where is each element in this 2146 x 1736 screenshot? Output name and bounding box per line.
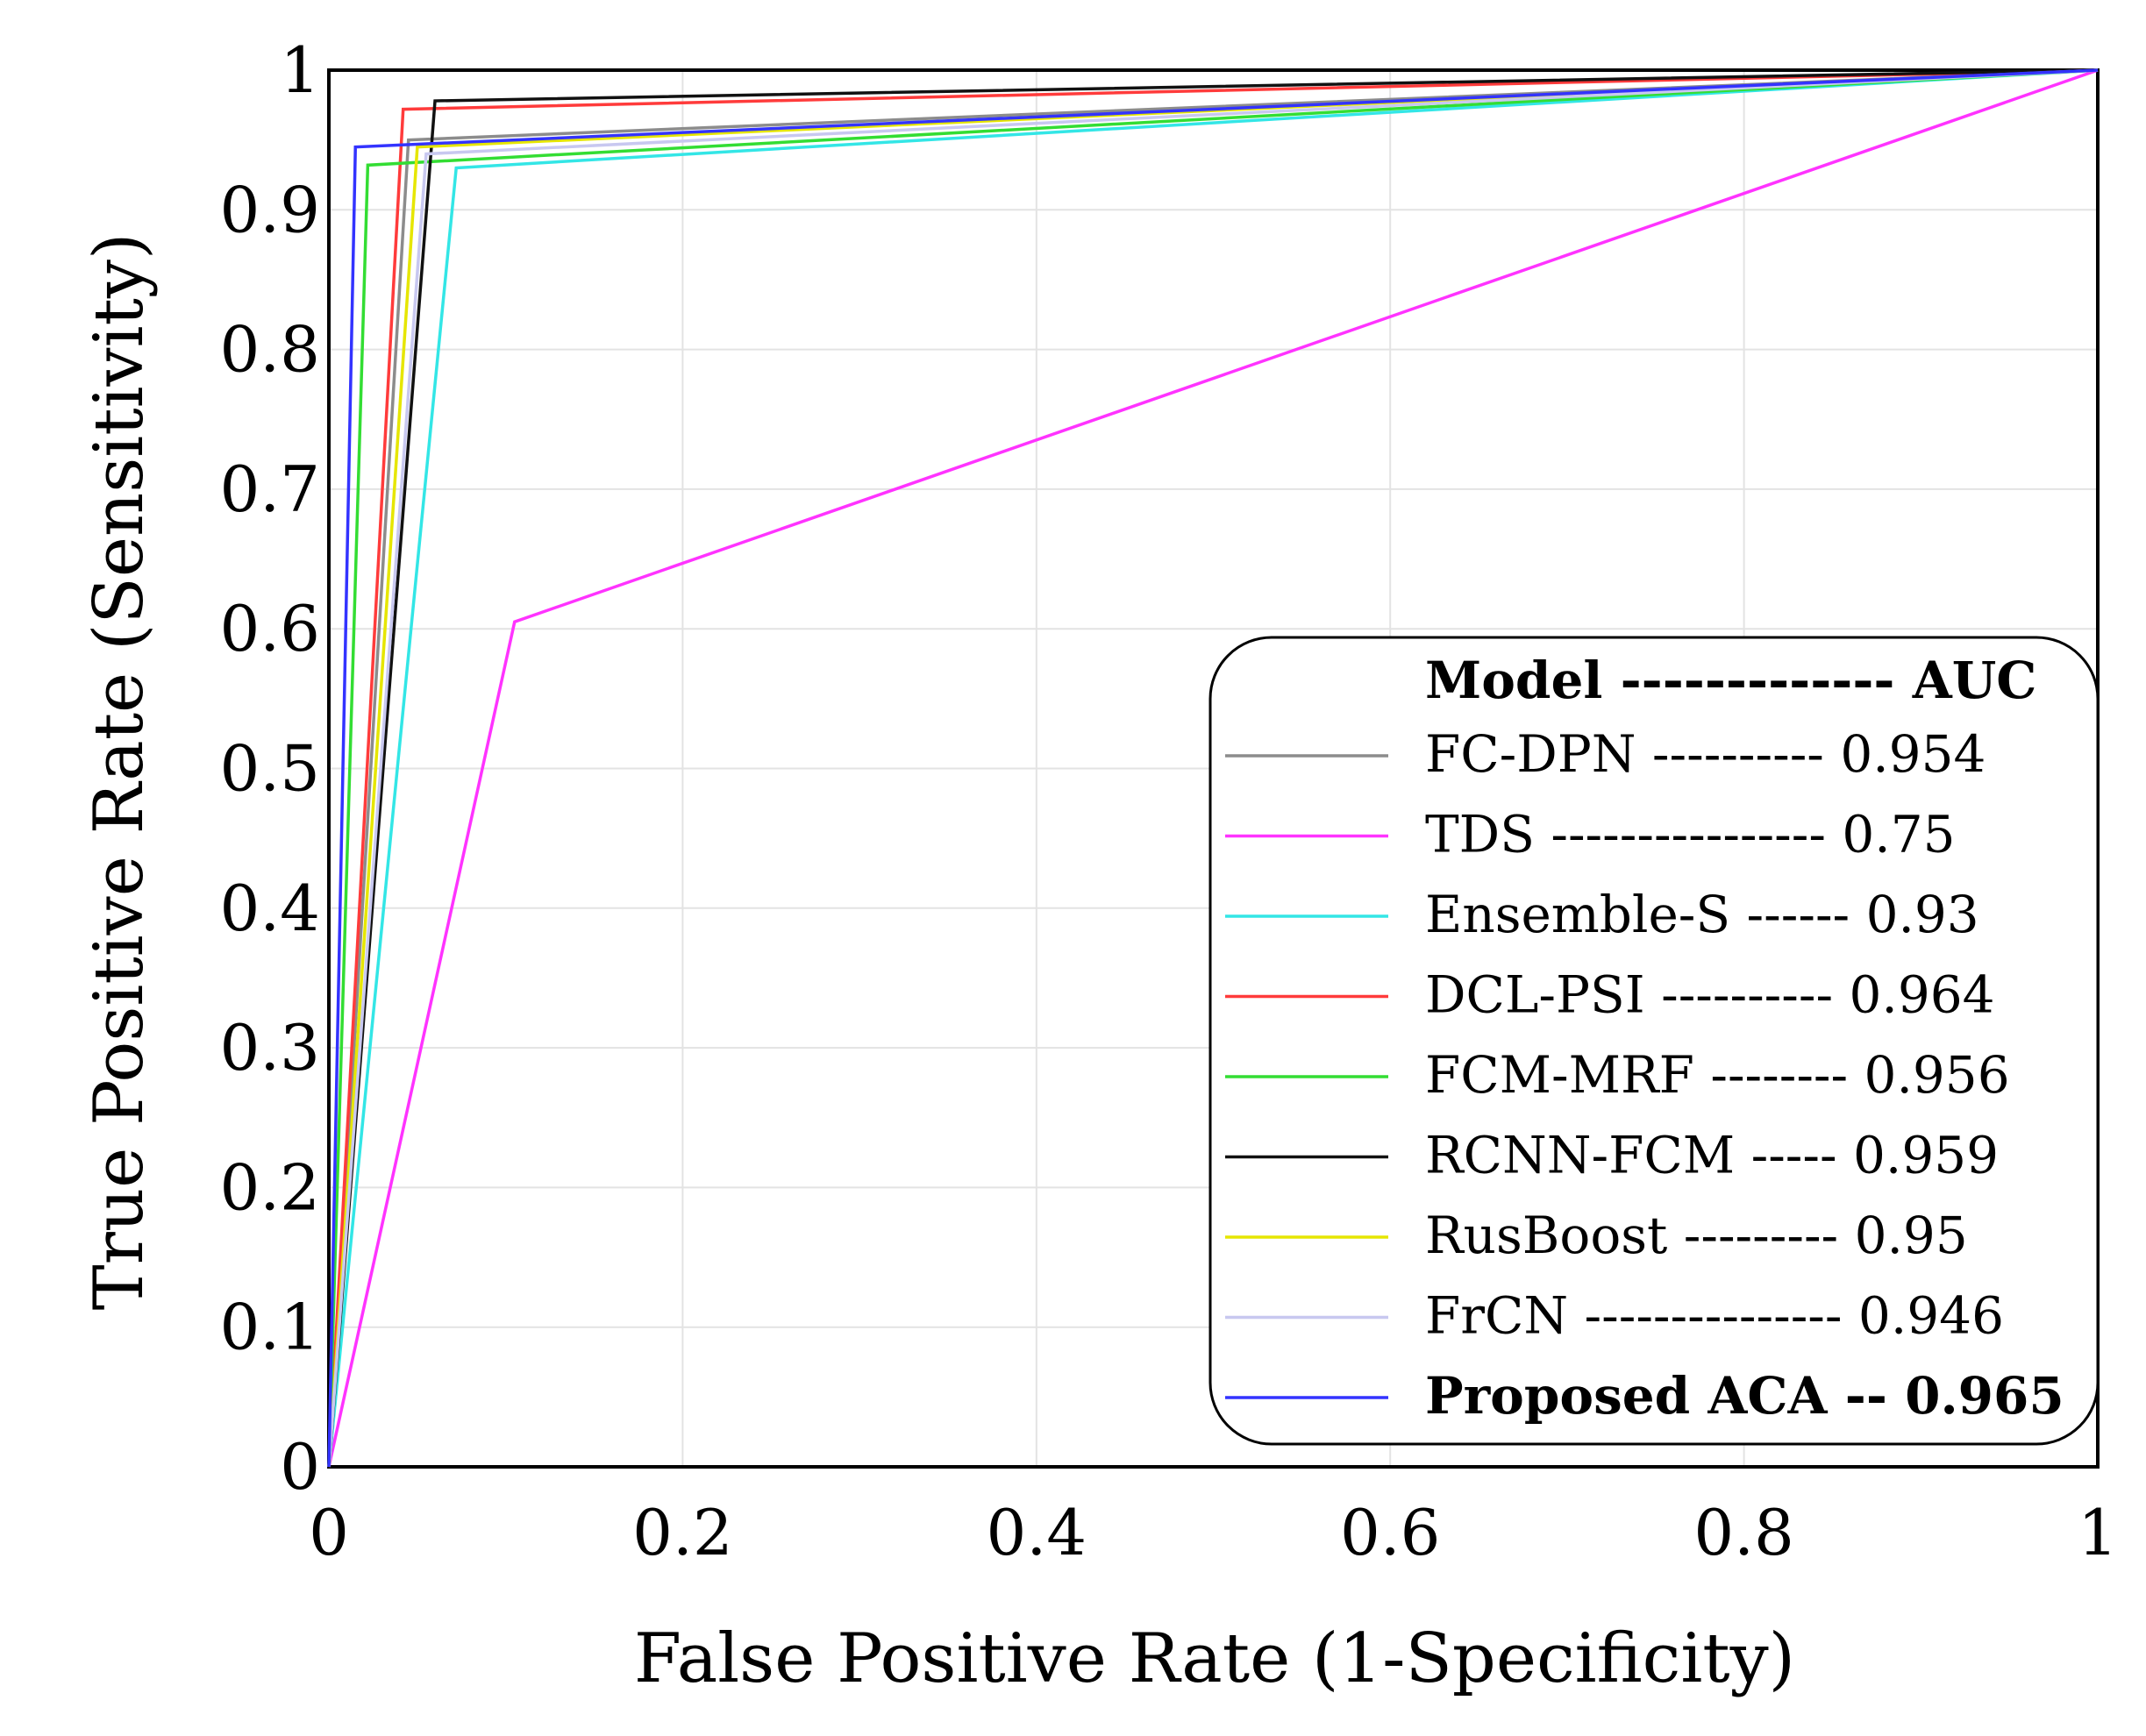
legend-entry: FC-DPN ---------- 0.954 (1425, 724, 1986, 784)
y-tick-label: 0.9 (219, 173, 320, 246)
legend-entry: RCNN-FCM ----- 0.959 (1425, 1126, 1999, 1185)
x-axis-title: False Positive Rate (1-Specificity) (634, 1619, 1795, 1698)
x-tick-label: 0.2 (632, 1496, 733, 1569)
legend-entry: FCM-MRF -------- 0.956 (1425, 1045, 2010, 1105)
legend-entry: RusBoost --------- 0.95 (1425, 1206, 1968, 1265)
series-line-frcn (327, 68, 2099, 1468)
x-tick-labels: 0 0.2 0.4 0.6 0.8 1 (309, 1496, 2118, 1569)
series-line-fc-dpn (327, 68, 2099, 1468)
x-tick-label: 0.8 (1693, 1496, 1794, 1569)
series-line-tds (327, 68, 2099, 1468)
y-tick-label: 0.4 (219, 872, 320, 945)
legend-box (1208, 636, 2100, 1446)
legend-entry: TDS ---------------- 0.75 (1425, 805, 1956, 864)
legend-entries: FC-DPN ---------- 0.954 TDS -------------… (1225, 724, 2064, 1426)
y-tick-label: 0 (280, 1430, 320, 1504)
y-tick-label: 0.2 (219, 1150, 320, 1224)
y-tick-label: 0.8 (219, 313, 320, 387)
series-line-proposed-aca (327, 68, 2099, 1468)
y-tick-label: 1 (280, 33, 320, 107)
x-tick-label: 0.6 (1340, 1496, 1441, 1569)
x-tick-label: 1 (2078, 1496, 2118, 1569)
legend-entry: Proposed ACA -- 0.965 (1425, 1366, 2064, 1426)
legend-header: Model ------------- AUC (1425, 651, 2036, 710)
legend-entry: FrCN --------------- 0.946 (1425, 1286, 2004, 1346)
y-tick-label: 0.5 (219, 732, 320, 806)
legend: Model ------------- AUC FC-DPN ---------… (1208, 636, 2100, 1446)
series-line-fcm-mrf (327, 68, 2099, 1468)
legend-entry: DCL-PSI ---------- 0.964 (1425, 965, 1995, 1025)
y-tick-label: 0.1 (219, 1291, 320, 1364)
x-tick-label: 0.4 (987, 1496, 1087, 1569)
x-tick-label: 0 (309, 1496, 349, 1569)
series-line-ensemble-s (327, 68, 2099, 1468)
y-tick-label: 0.7 (219, 452, 320, 526)
series-line-rcnn-fcm (327, 68, 2099, 1468)
y-tick-label: 0.3 (219, 1011, 320, 1085)
y-axis-title: True Positive Rate (Sensitivity) (80, 233, 159, 1311)
series-line-dcl-psi (327, 68, 2099, 1468)
y-tick-label: 0.6 (219, 592, 320, 665)
series-lines (327, 68, 2099, 1468)
legend-entry: Ensemble-S ------ 0.93 (1425, 885, 1979, 944)
y-tick-labels: 0 0.1 0.2 0.3 0.4 0.5 0.6 0.7 0.8 0.9 1 (219, 33, 320, 1504)
